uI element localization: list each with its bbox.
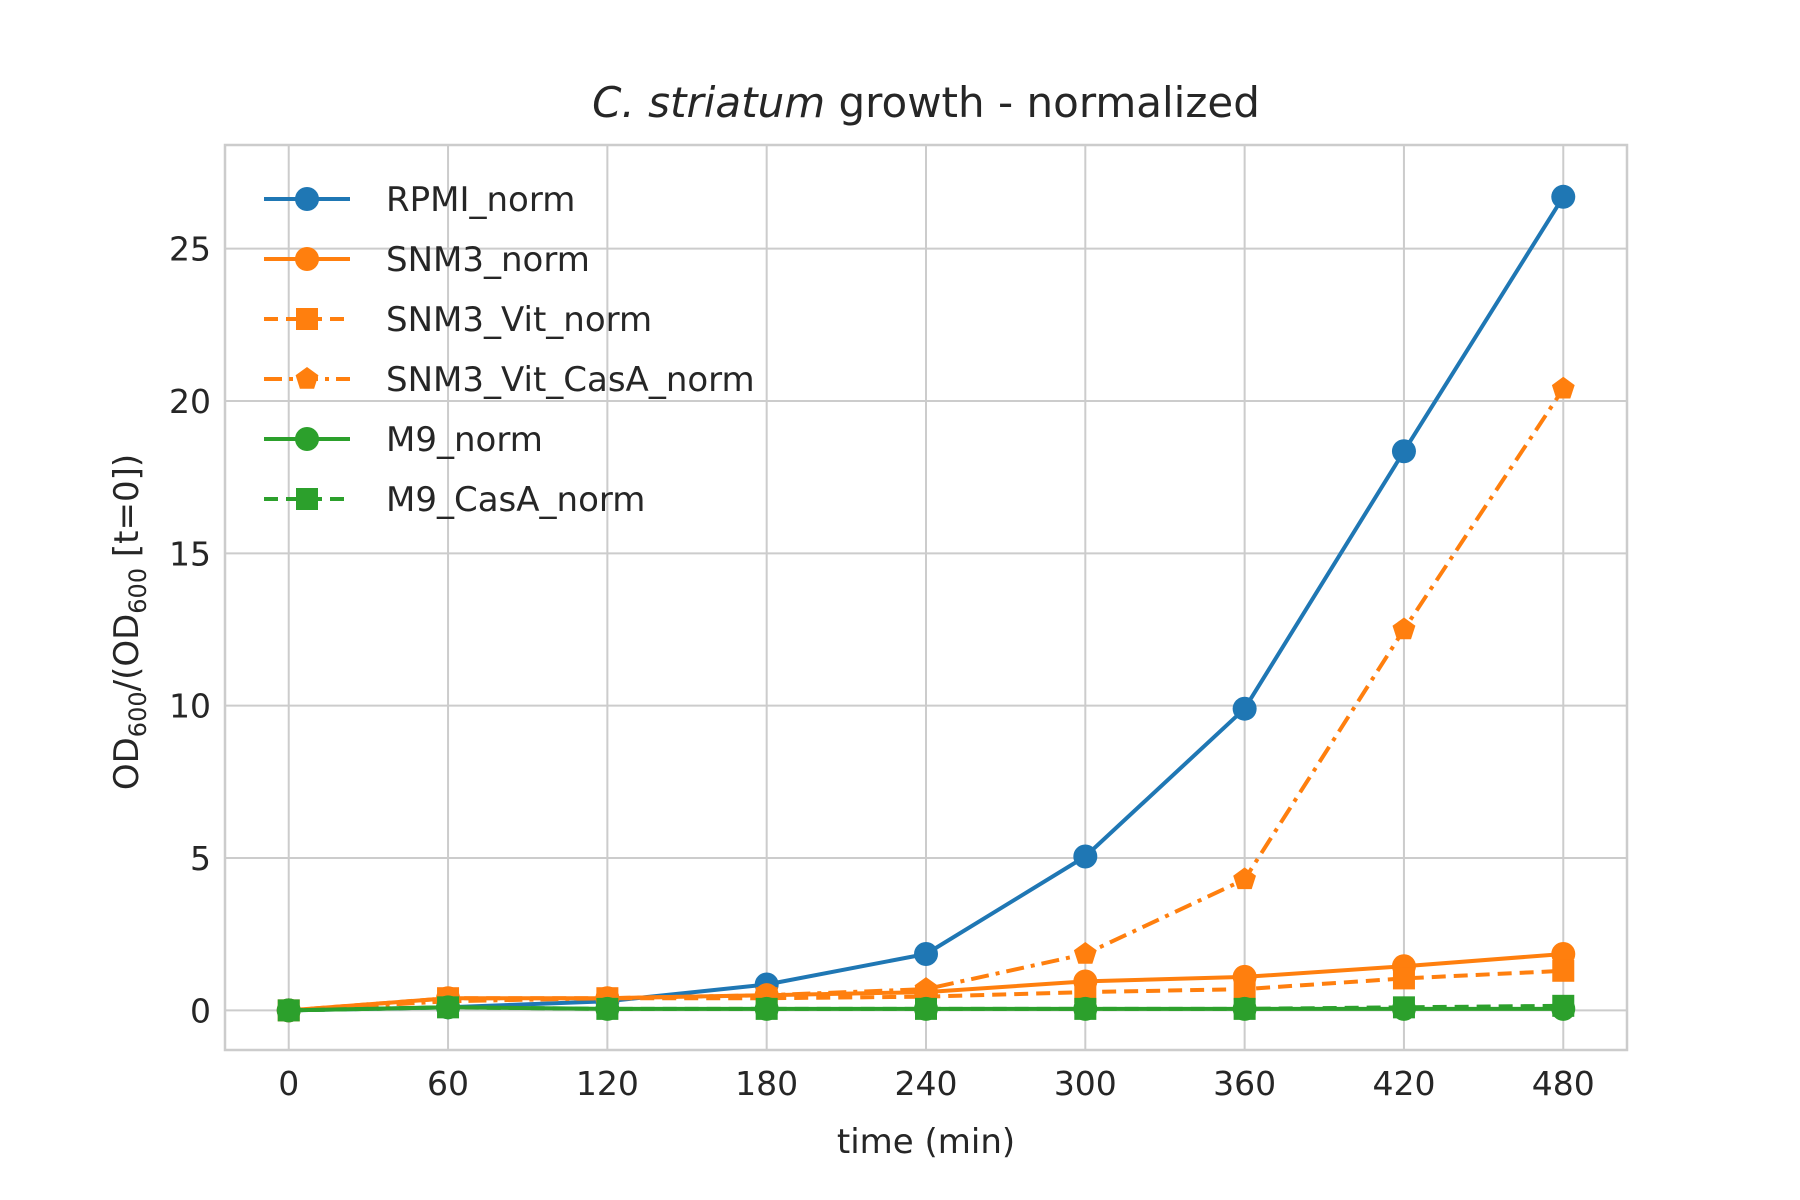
- data-point: [1551, 376, 1575, 399]
- x-tick-label: 240: [895, 1064, 958, 1103]
- y-label-od: OD: [107, 737, 147, 790]
- data-point: [1552, 994, 1575, 1017]
- legend-marker: [295, 247, 319, 271]
- chart-title-rest: growth - normalized: [825, 78, 1260, 127]
- series-line: [288, 968, 1564, 1013]
- legend-marker: [296, 488, 318, 510]
- data-point: [1392, 996, 1415, 1019]
- legend-item: M9_norm: [264, 420, 543, 460]
- legend: RPMI_norm SNM3_norm SNM3_Vit_norm SNM3_Vit_…: [264, 180, 755, 520]
- data-point: [1073, 942, 1097, 964]
- data-point: [755, 997, 778, 1020]
- data-point: [1073, 844, 1098, 869]
- legend-marker: [295, 367, 319, 389]
- data-point: [914, 977, 938, 999]
- legend-marker: [295, 187, 319, 211]
- data-point: [1232, 696, 1257, 721]
- data-point: [596, 997, 619, 1020]
- data-point: [1391, 439, 1416, 464]
- chart-title-italic: C. striatum: [592, 78, 825, 127]
- x-tick-label: 120: [576, 1064, 639, 1103]
- legend-marker: [296, 308, 318, 330]
- y-tick-label: 10: [169, 687, 211, 726]
- y-tick-label: 5: [190, 839, 211, 878]
- data-point: [1233, 997, 1256, 1020]
- legend-item: SNM3_norm: [264, 240, 590, 280]
- data-point: [1233, 867, 1256, 890]
- x-tick-label: 360: [1213, 1064, 1276, 1103]
- legend-label: SNM3_norm: [386, 240, 590, 280]
- y-label-end: [t=0]): [107, 454, 147, 568]
- legend-label: M9_CasA_norm: [386, 480, 645, 520]
- legend-marker: [295, 427, 319, 451]
- legend-item: M9_CasA_norm: [264, 480, 645, 520]
- x-tick-label: 300: [1054, 1064, 1117, 1103]
- gridlines: [225, 145, 1627, 1050]
- y-tick-label: 15: [169, 534, 211, 573]
- y-label-sub: 600: [124, 691, 152, 737]
- data-point: [1233, 978, 1256, 1001]
- legend-item: RPMI_norm: [264, 180, 575, 220]
- y-tick-label: 25: [169, 230, 211, 269]
- y-tick-labels: 0 5 10 15 20 25: [169, 230, 211, 1031]
- legend-label: RPMI_norm: [386, 180, 575, 220]
- series-layer: [276, 184, 1576, 1023]
- data-point: [1074, 981, 1097, 1004]
- legend-item: SNM3_Vit_norm: [264, 300, 652, 340]
- data-point: [277, 999, 300, 1022]
- data-point: [1074, 997, 1097, 1020]
- legend-item: SNM3_Vit_CasA_norm: [264, 360, 755, 400]
- data-point: [914, 942, 938, 967]
- data-point: [1551, 184, 1576, 209]
- data-point: [1552, 959, 1575, 982]
- y-label-sub2: 600: [124, 568, 152, 614]
- x-tick-label: 60: [427, 1064, 469, 1103]
- legend-label: M9_norm: [386, 420, 543, 460]
- series-M9_CasA_norm: [277, 994, 1575, 1022]
- y-tick-label: 0: [190, 991, 211, 1030]
- x-tick-label: 420: [1372, 1064, 1435, 1103]
- chart-title: C. striatum growth - normalized: [592, 78, 1260, 127]
- data-point: [1392, 617, 1416, 640]
- y-tick-label: 20: [169, 382, 211, 421]
- legend-label: SNM3_Vit_norm: [386, 300, 652, 340]
- x-tick-label: 480: [1532, 1064, 1595, 1103]
- plot-frame: [223, 143, 1629, 1052]
- x-tick-label: 180: [735, 1064, 798, 1103]
- data-point: [1392, 967, 1415, 990]
- legend-label: SNM3_Vit_CasA_norm: [386, 360, 755, 400]
- x-axis-label: time (min): [837, 1122, 1015, 1162]
- y-axis-label: OD600/(OD600 [t=0]): [107, 454, 152, 790]
- data-point: [437, 996, 460, 1019]
- series-line: [288, 1003, 1564, 1013]
- y-label-mid: /(OD: [107, 614, 147, 692]
- data-point: [915, 997, 937, 1020]
- x-tick-labels: 0 60 120 180 240 300 360 420 480: [278, 1064, 1595, 1103]
- x-tick-label: 0: [278, 1064, 299, 1103]
